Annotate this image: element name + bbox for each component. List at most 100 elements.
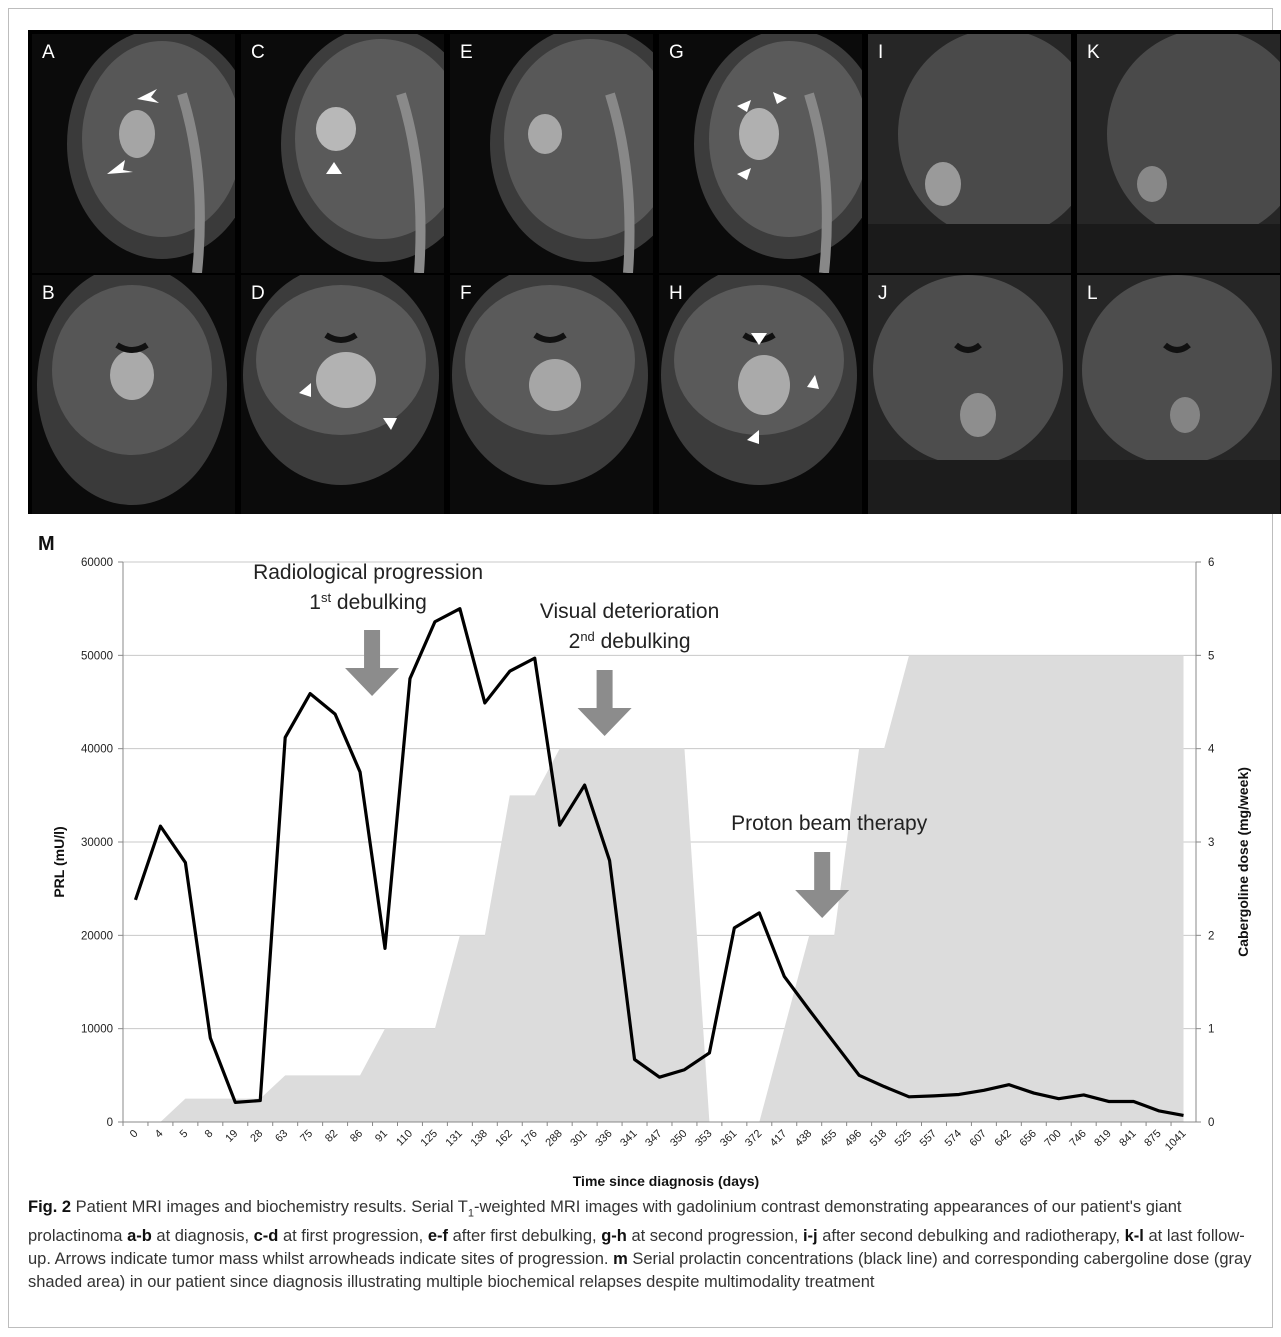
- prl-series-line: [133, 607, 1184, 1118]
- prl-line: [133, 607, 1184, 1118]
- annotation-text-part: 1: [309, 591, 321, 614]
- annotation-text-part: Radiological progression: [253, 561, 483, 584]
- x-tick-label: 8: [203, 1128, 216, 1141]
- y-tick-label: 20000: [81, 930, 113, 942]
- panel-label: K: [1087, 42, 1100, 63]
- mri-panel-j: J: [868, 275, 1071, 514]
- y-tick-label: 10000: [81, 1024, 113, 1036]
- panel-label: I: [878, 42, 884, 63]
- panel-label: H: [669, 283, 683, 304]
- x-tick-label: 1041: [1163, 1128, 1189, 1154]
- annotation-text-part: 2: [569, 630, 581, 653]
- y2-tick-label: 6: [1208, 557, 1214, 569]
- mri-panel-k: K: [1077, 34, 1280, 273]
- mri-sagittal-image: [868, 34, 1071, 273]
- annotation-text-part: Proton beam therapy: [731, 812, 928, 835]
- x-tick-label: 372: [743, 1128, 764, 1149]
- annotation-text-part: st: [321, 590, 332, 605]
- x-tick-label: 162: [493, 1128, 514, 1149]
- x-tick-label: 110: [394, 1128, 415, 1149]
- caption-ref: k-l: [1124, 1227, 1144, 1246]
- caption-title: Patient MRI images and biochemistry resu…: [71, 1198, 468, 1216]
- caption-t-sub: 1: [467, 1207, 474, 1220]
- mri-coronal-image: [868, 275, 1071, 514]
- x-tick-label: 746: [1067, 1128, 1088, 1149]
- x-tick-label: 496: [843, 1128, 864, 1149]
- annotation-text-part: debulking: [595, 630, 691, 653]
- x-tick-label: 700: [1042, 1128, 1063, 1149]
- y2-tick-label: 0: [1208, 1117, 1214, 1129]
- x-tick-label: 353: [693, 1128, 714, 1149]
- caption-ref: m: [613, 1250, 628, 1269]
- mri-panel-i: I: [868, 34, 1071, 273]
- y2-tick-label: 1: [1208, 1024, 1214, 1036]
- x-tick-label: 642: [993, 1128, 1014, 1149]
- therapy-arrow: [795, 852, 850, 918]
- y2-tick-label: 4: [1208, 744, 1215, 756]
- annotation-line2: 1st debulking: [309, 590, 427, 615]
- x-tick-label: 557: [918, 1128, 939, 1149]
- x-tick-label: 341: [618, 1128, 639, 1149]
- caption-text: at first progression,: [278, 1227, 428, 1246]
- x-tick-label: 438: [793, 1128, 814, 1149]
- mri-image-grid: A C E G: [28, 30, 1281, 514]
- panel-label: C: [251, 42, 265, 63]
- x-tick-label: 518: [868, 1128, 889, 1149]
- x-tick-label: 4: [153, 1128, 166, 1141]
- progression-arrow-2: [577, 670, 632, 736]
- y-tick-label: 50000: [81, 650, 113, 662]
- y-tick-label: 40000: [81, 744, 113, 756]
- x-axis-ticks: 0 4 5 8 19 28 63 75 82 86 91 110 125 131 138 162 176 288 3…: [122, 1122, 1189, 1154]
- mri-panel-l: L: [1077, 275, 1280, 514]
- caption-text: at second progression,: [626, 1227, 803, 1246]
- x-tick-label: 0: [128, 1128, 141, 1141]
- caption-ref: g-h: [601, 1227, 627, 1246]
- panel-label: A: [42, 42, 55, 63]
- mri-panel-f: F: [450, 275, 653, 514]
- caption-text: Serial prolactin concentrations (black l…: [28, 1250, 1252, 1292]
- x-tick-label: 336: [593, 1128, 614, 1149]
- x-tick-label: 5: [178, 1128, 191, 1141]
- caption-ref: c-d: [253, 1227, 279, 1246]
- x-tick-label: 86: [348, 1128, 365, 1145]
- x-tick-label: 525: [893, 1128, 914, 1149]
- panel-label: J: [878, 283, 888, 304]
- x-tick-label: 125: [419, 1128, 440, 1149]
- panel-label: D: [251, 283, 265, 304]
- mri-panel-e: E: [450, 34, 653, 273]
- panel-label: G: [669, 42, 684, 63]
- mri-coronal-image: [37, 275, 227, 505]
- x-tick-label: 656: [1017, 1128, 1038, 1149]
- x-tick-label: 350: [668, 1128, 689, 1149]
- y2-tick-label: 2: [1208, 930, 1214, 942]
- annotation-line1: Proton beam therapy: [731, 812, 928, 835]
- annotation-line1: Visual deterioration: [540, 600, 719, 623]
- cabergoline-area: [135, 655, 1184, 1122]
- annotation-line2: 2nd debulking: [569, 629, 691, 654]
- mri-sagittal-image: [281, 34, 444, 273]
- panel-label: L: [1087, 283, 1098, 304]
- mri-coronal-image: [661, 275, 857, 485]
- caption-ref: i-j: [802, 1227, 818, 1246]
- x-tick-label: 82: [323, 1128, 340, 1145]
- caption-text: after first debulking,: [448, 1227, 602, 1246]
- x-tick-label: 875: [1142, 1128, 1163, 1149]
- x-tick-label: 75: [298, 1128, 315, 1145]
- x-tick-label: 19: [223, 1128, 240, 1145]
- mri-sagittal-image: [490, 34, 653, 273]
- x-tick-label: 361: [718, 1128, 739, 1149]
- mri-panel-b: B: [32, 275, 235, 514]
- x-tick-label: 455: [818, 1128, 839, 1149]
- mri-panel-h: H: [659, 275, 862, 514]
- mri-panel-g: G: [659, 34, 862, 273]
- x-axis-label: Time since diagnosis (days): [573, 1173, 759, 1189]
- left-axis-ticks: 0 10000 20000 30000 40000 50000 60000: [81, 557, 123, 1129]
- x-tick-label: 417: [768, 1128, 789, 1149]
- x-tick-label: 138: [468, 1128, 489, 1149]
- caption-fig-label: Fig. 2: [28, 1198, 72, 1216]
- mri-panel-d: D: [241, 275, 444, 514]
- caption-text: -weighted MRI images with gadolinium con…: [28, 1198, 1182, 1246]
- mri-sagittal-image: [67, 34, 235, 273]
- mri-sagittal-image: [1077, 34, 1280, 273]
